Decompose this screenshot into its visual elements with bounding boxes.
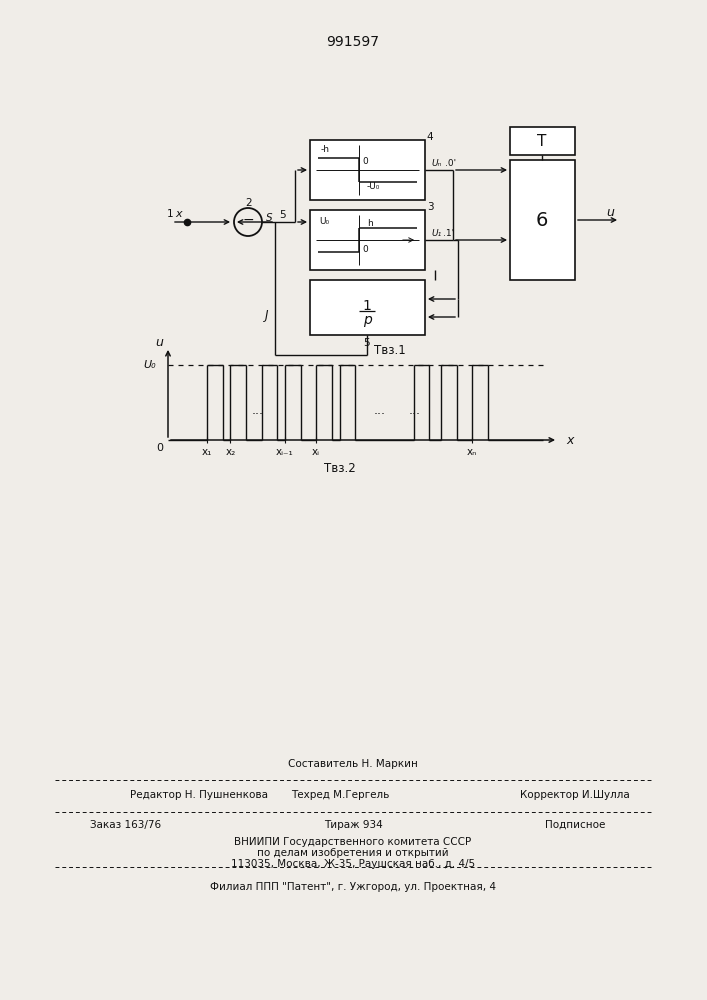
Text: h: h <box>367 219 373 228</box>
Text: -h: -h <box>320 145 329 154</box>
Text: 6: 6 <box>536 211 548 230</box>
Text: Uₙ: Uₙ <box>431 158 441 167</box>
Text: −: − <box>243 213 254 227</box>
Text: U₀: U₀ <box>144 360 156 370</box>
Text: Подписное: Подписное <box>545 820 605 830</box>
Text: Техред М.Гергель: Техред М.Гергель <box>291 790 389 800</box>
Text: Заказ 163/76: Заказ 163/76 <box>90 820 161 830</box>
Text: Редактор Н. Пушненкова: Редактор Н. Пушненкова <box>130 790 268 800</box>
Text: x: x <box>566 434 573 446</box>
Text: 1: 1 <box>167 209 173 219</box>
Text: 4: 4 <box>427 132 433 142</box>
Bar <box>310 210 425 270</box>
Text: x₂: x₂ <box>226 447 235 457</box>
Text: T: T <box>537 133 547 148</box>
Text: ...: ... <box>408 403 420 416</box>
Text: 1: 1 <box>363 299 371 313</box>
Text: 113035, Москва, Ж-35, Раушская наб., д. 4/5: 113035, Москва, Ж-35, Раушская наб., д. … <box>231 859 475 869</box>
Bar <box>310 140 425 200</box>
Text: .0': .0' <box>445 158 456 167</box>
Text: Τвз.2: Τвз.2 <box>324 462 356 475</box>
Text: x₁: x₁ <box>201 447 212 457</box>
Text: J: J <box>265 308 269 322</box>
Bar <box>510 127 575 155</box>
Text: Составитель Н. Маркин: Составитель Н. Маркин <box>288 759 418 769</box>
Text: xᵢ₋₁: xᵢ₋₁ <box>276 447 294 457</box>
Text: 0: 0 <box>362 156 368 165</box>
Text: Филиал ППП "Патент", г. Ужгород, ул. Проектная, 4: Филиал ППП "Патент", г. Ужгород, ул. Про… <box>210 882 496 892</box>
Text: xᵢ: xᵢ <box>312 447 320 457</box>
Text: u: u <box>606 206 614 219</box>
Text: по делам изобретения и открытий: по делам изобретения и открытий <box>257 848 449 858</box>
Text: u: u <box>155 336 163 350</box>
Bar <box>510 160 575 280</box>
Text: Корректор И.Шулла: Корректор И.Шулла <box>520 790 630 800</box>
Text: ...: ... <box>252 403 264 416</box>
Text: U₁: U₁ <box>431 229 441 237</box>
Text: p: p <box>363 313 371 327</box>
Text: 0: 0 <box>156 443 163 453</box>
Text: U₀: U₀ <box>319 218 329 227</box>
Text: S: S <box>266 213 272 223</box>
Text: 5: 5 <box>363 338 370 348</box>
Text: Τвз.1: Τвз.1 <box>374 344 406 357</box>
Text: -U₀: -U₀ <box>367 182 380 191</box>
Text: .1': .1' <box>443 229 454 237</box>
Text: 0: 0 <box>362 245 368 254</box>
Text: ...: ... <box>373 403 385 416</box>
Text: 991597: 991597 <box>327 35 380 49</box>
Text: x: x <box>175 209 182 219</box>
Bar <box>310 280 425 335</box>
Text: ВНИИПИ Государственного комитета СССР: ВНИИПИ Государственного комитета СССР <box>235 837 472 847</box>
Text: 2: 2 <box>246 198 252 208</box>
Text: 3: 3 <box>427 202 433 212</box>
Text: xₙ: xₙ <box>467 447 477 457</box>
Text: Тираж 934: Тираж 934 <box>324 820 382 830</box>
Text: 5: 5 <box>280 210 286 220</box>
